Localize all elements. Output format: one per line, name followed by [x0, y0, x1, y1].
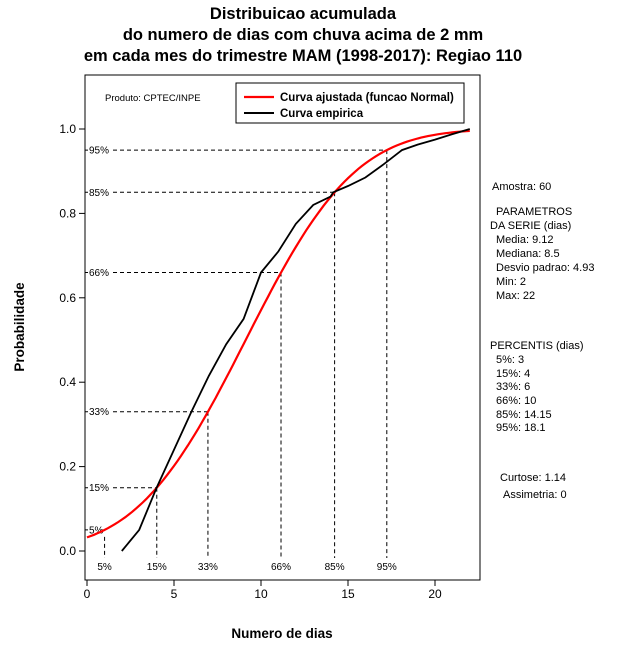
- y-axis: 0.0 0.2 0.4 0.6 0.8 1.0: [59, 122, 85, 558]
- stat-desvio-padrao: Desvio padrao: 4.93: [496, 262, 594, 274]
- stat-percentis-header: PERCENTIS (dias): [490, 340, 584, 352]
- x-axis-title: Numero de dias: [231, 626, 332, 641]
- legend-box: [235, 82, 465, 124]
- y-tick-label: 0.4: [59, 375, 76, 389]
- chart-title-line1: Distribuicao acumulada: [210, 5, 397, 23]
- percentile-y-label-bg: [88, 482, 111, 494]
- legend-label-empirical: Curva empirica: [280, 108, 364, 120]
- stat-p15: 15%: 4: [496, 368, 530, 380]
- x-tick-label: 0: [84, 587, 91, 601]
- y-axis-title: Probabilidade: [12, 282, 27, 372]
- x-axis: 0 5 10 15 20: [84, 580, 442, 601]
- stat-max: Max: 22: [496, 290, 535, 302]
- percentile-x-label: 33%: [198, 562, 218, 573]
- x-tick-label: 10: [254, 587, 268, 601]
- stats-panel: Amostra: 60 PARAMETROS DA SERIE (dias) M…: [490, 181, 594, 501]
- chart-title-line2: do numero de dias com chuva acima de 2 m…: [123, 26, 483, 44]
- percentile-x-label: 95%: [377, 562, 397, 573]
- percentile-x-label: 85%: [325, 562, 345, 573]
- stat-params-header2: DA SERIE (dias): [490, 220, 571, 232]
- percentile-y-label: 95%: [89, 146, 109, 157]
- stat-amostra: Amostra: 60: [492, 181, 551, 193]
- stat-curtose: Curtose: 1.14: [500, 472, 566, 484]
- produto-label: Produto: CPTEC/INPE: [105, 93, 201, 104]
- y-tick-label: 1.0: [59, 122, 76, 136]
- y-tick-label: 0.6: [59, 291, 76, 305]
- plot-border: [84, 74, 481, 581]
- y-tick-label: 0.2: [59, 460, 76, 474]
- percentile-y-label: 33%: [89, 407, 109, 418]
- percentile-y-label: 85%: [89, 188, 109, 199]
- stat-mediana: Mediana: 8.5: [496, 248, 560, 260]
- percentile-y-label-bg: [88, 144, 111, 156]
- stat-p33: 33%: 6: [496, 381, 530, 393]
- empirical-curve: [121, 128, 471, 552]
- percentile-y-label-bg: [88, 406, 111, 418]
- stat-p85: 85%: 14.15: [496, 409, 552, 421]
- legend-label-fitted: Curva ajustada (funcao Normal): [280, 92, 454, 104]
- percentile-y-label: 15%: [89, 483, 109, 494]
- stat-p5: 5%: 3: [496, 354, 524, 366]
- y-tick-label: 0.0: [59, 544, 76, 558]
- percentile-y-label: 66%: [89, 268, 109, 279]
- percentile-y-label-bg: [88, 524, 111, 536]
- chart-title-line3: em cada mes do trimestre MAM (1998-2017)…: [84, 47, 522, 65]
- percentile-y-label-bg: [88, 266, 111, 278]
- stat-p66: 66%: 10: [496, 395, 536, 407]
- percentile-x-label: 66%: [271, 562, 291, 573]
- percentile-y-label-bg: [88, 186, 111, 198]
- stat-params-header1: PARAMETROS: [496, 206, 572, 218]
- percentile-x-label: 15%: [147, 562, 167, 573]
- percentile-y-label: 5%: [89, 525, 104, 536]
- x-tick-label: 5: [171, 587, 178, 601]
- percentile-markers: 5% 5% 15% 15% 33% 33% 66% 66% 85% 85% 95% 95%: [85, 144, 397, 573]
- percentile-x-label: 5%: [97, 562, 112, 573]
- stat-p95: 95%: 18.1: [496, 422, 546, 434]
- legend: Curva ajustada (funcao Normal) Curva emp…: [235, 82, 465, 124]
- y-tick-label: 0.8: [59, 206, 76, 220]
- stat-min: Min: 2: [496, 276, 526, 288]
- x-tick-label: 15: [341, 587, 355, 601]
- stat-assimetria: Assimetria: 0: [503, 489, 567, 501]
- fitted-normal-curve: [86, 129, 470, 539]
- stat-media: Media: 9.12: [496, 234, 553, 246]
- x-tick-label: 20: [428, 587, 442, 601]
- curves: [86, 128, 471, 552]
